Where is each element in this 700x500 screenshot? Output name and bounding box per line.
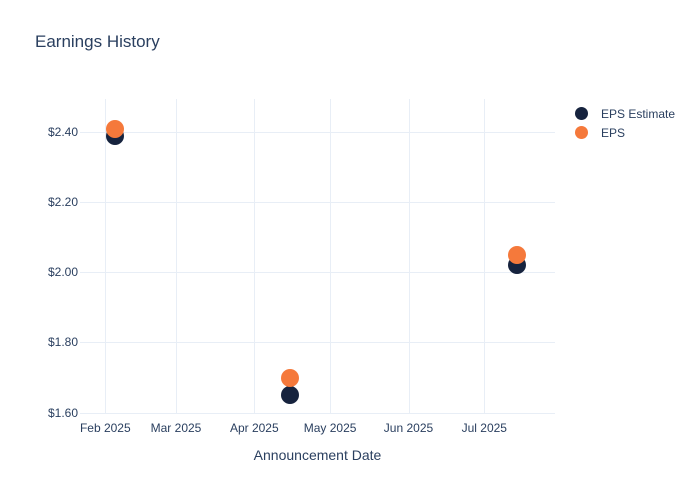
vertical-gridline: [176, 99, 177, 414]
plot-area: [80, 99, 555, 414]
horizontal-gridline: [80, 132, 555, 133]
y-tick-label: $2.40: [47, 125, 78, 139]
y-tick-label: $2.20: [47, 195, 78, 210]
legend-label: EPS Estimate: [601, 106, 676, 121]
vertical-gridline: [254, 99, 256, 414]
horizontal-gridline: [80, 342, 555, 344]
vertical-gridline: [408, 99, 410, 414]
x-tick-label: Jul 2025: [461, 421, 507, 435]
vertical-gridline: [105, 99, 107, 414]
horizontal-gridline: [80, 272, 555, 274]
data-point-eps[interactable]: [106, 119, 125, 138]
y-tick-label: $1.80: [47, 335, 78, 350]
horizontal-gridline: [80, 412, 555, 414]
x-axis-title: Announcement Date: [253, 447, 382, 463]
legend-item-eps-estimate[interactable]: EPS Estimate: [575, 104, 675, 123]
legend: EPS Estimate EPS: [575, 104, 675, 142]
vertical-gridline: [330, 99, 332, 414]
x-tick-label: Feb 2025: [79, 421, 131, 435]
y-tick-label: $2.00: [47, 265, 78, 280]
x-tick-label: Jun 2025: [383, 421, 434, 435]
vertical-gridline: [484, 99, 486, 414]
legend-label: EPS: [601, 125, 626, 140]
legend-marker-icon: [575, 126, 588, 139]
data-point-eps-estimate[interactable]: [280, 386, 299, 405]
chart-title: Earnings History: [35, 32, 160, 51]
x-tick-label: May 2025: [303, 421, 357, 435]
x-tick-label: Mar 2025: [150, 421, 202, 435]
horizontal-gridline: [80, 202, 555, 204]
data-point-eps[interactable]: [508, 245, 527, 264]
x-tick-label: Apr 2025: [229, 421, 279, 435]
data-point-eps[interactable]: [280, 368, 299, 387]
legend-item-eps[interactable]: EPS: [575, 123, 675, 142]
y-tick-label: $1.60: [47, 405, 78, 420]
legend-marker-icon: [575, 107, 588, 120]
